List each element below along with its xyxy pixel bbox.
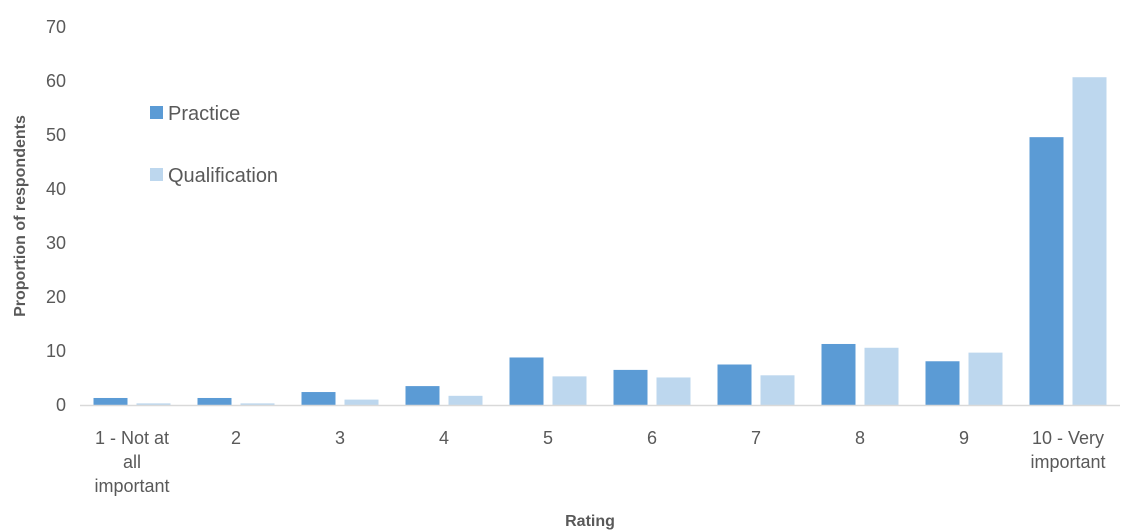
bar-qualification-5 (552, 376, 587, 405)
y-tick-label: 20 (46, 287, 66, 307)
x-tick-label: 2 (231, 428, 241, 448)
x-tick-label: 10 - Very important (1030, 428, 1105, 472)
bar-qualification-1 (136, 403, 171, 405)
x-tick-label-line: 1 - Not at (95, 428, 169, 448)
x-tick-label: 3 (335, 428, 345, 448)
x-tick-label: 1 - Not at all important (94, 428, 169, 496)
x-tick-label: 6 (647, 428, 657, 448)
bar-practice-4 (405, 386, 440, 405)
x-tick-label-line: 9 (959, 428, 969, 448)
bar-qualification-7 (760, 375, 795, 405)
bar-qualification-6 (656, 377, 691, 405)
legend-swatch-qualification (150, 168, 163, 181)
legend-label-practice: Practice (168, 103, 240, 125)
x-tick-label: 8 (855, 428, 865, 448)
bar-qualification-2 (240, 403, 275, 405)
bar-practice-8 (821, 343, 856, 405)
y-tick-label: 40 (46, 179, 66, 199)
y-tick-label: 50 (46, 125, 66, 145)
bar-qualification-10 (1072, 77, 1107, 405)
x-tick-label: 5 (543, 428, 553, 448)
legend-swatch-practice (150, 106, 163, 119)
x-tick-label-line: 6 (647, 428, 657, 448)
x-tick-label: 7 (751, 428, 761, 448)
x-tick-label-line: 2 (231, 428, 241, 448)
bar-practice-5 (509, 357, 544, 405)
bars (93, 77, 1107, 405)
bar-qualification-4 (448, 395, 483, 405)
x-tick-label-line: 5 (543, 428, 553, 448)
y-tick-label: 70 (46, 17, 66, 37)
legend: Practice Qualification (150, 103, 278, 187)
x-tick-label-line: 7 (751, 428, 761, 448)
y-axis-ticks: 0 10 20 30 40 50 60 70 (46, 17, 66, 415)
bar-qualification-9 (968, 352, 1003, 405)
x-tick-label-line: 10 - Very (1032, 428, 1104, 448)
y-tick-label: 10 (46, 341, 66, 361)
x-tick-label-line: 3 (335, 428, 345, 448)
y-tick-label: 30 (46, 233, 66, 253)
bar-practice-10 (1029, 137, 1064, 405)
y-tick-label: 60 (46, 71, 66, 91)
x-tick-label-line: 8 (855, 428, 865, 448)
y-tick-label: 0 (56, 395, 66, 415)
bar-practice-3 (301, 392, 336, 405)
bar-practice-9 (925, 361, 960, 405)
bar-practice-6 (613, 369, 648, 405)
legend-label-qualification: Qualification (168, 165, 278, 187)
bar-qualification-8 (864, 347, 899, 405)
bar-practice-2 (197, 397, 232, 405)
x-tick-label: 9 (959, 428, 969, 448)
x-tick-label-line: all (123, 452, 141, 472)
bar-qualification-3 (344, 399, 379, 405)
x-axis-title: Rating (565, 513, 615, 530)
x-tick-label: 4 (439, 428, 449, 448)
x-tick-label-line: important (1030, 452, 1105, 472)
y-axis-title: Proportion of respondents (12, 115, 29, 317)
bar-practice-1 (93, 397, 128, 405)
x-axis-labels: 1 - Not at all important 2 3 4 5 6 7 8 9 10 - Very i… (94, 428, 1105, 496)
x-tick-label-line: important (94, 476, 169, 496)
x-tick-label-line: 4 (439, 428, 449, 448)
bar-practice-7 (717, 364, 752, 405)
